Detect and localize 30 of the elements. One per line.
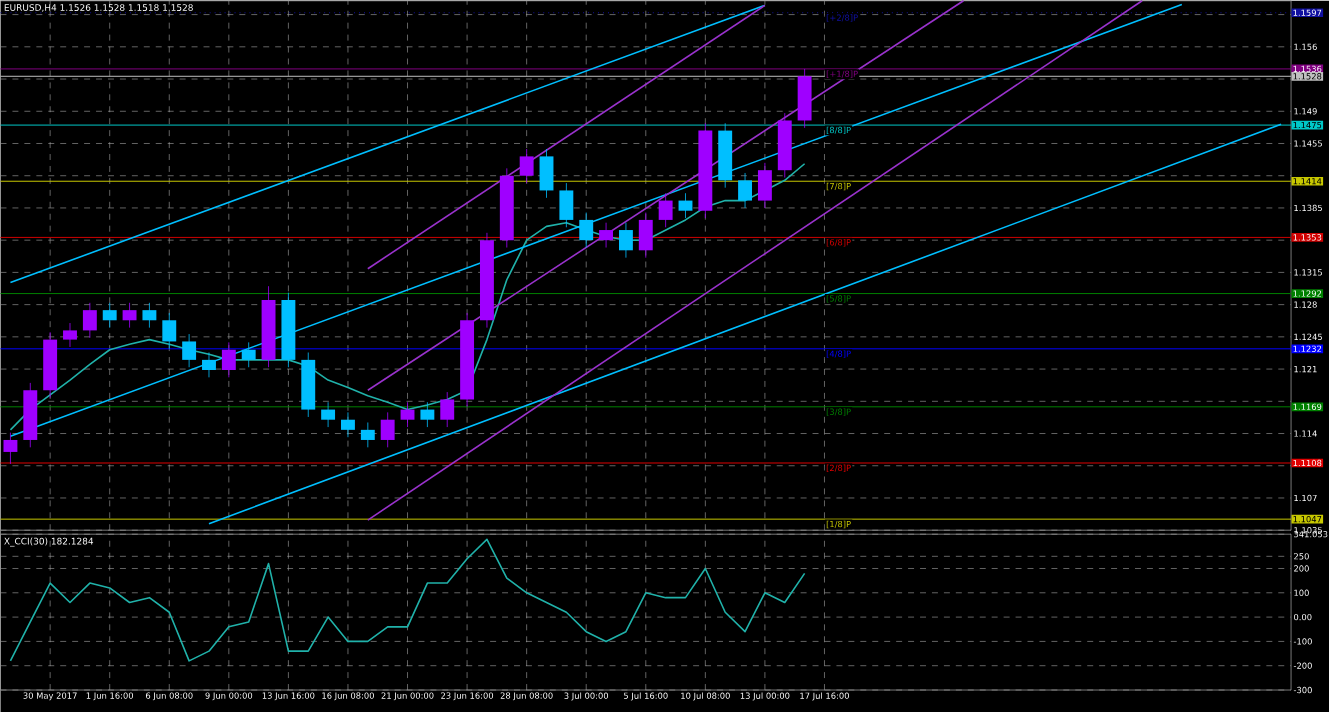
candlestick bbox=[241, 341, 256, 368]
candlestick bbox=[360, 422, 375, 448]
candlestick bbox=[82, 302, 97, 339]
candlestick bbox=[599, 222, 614, 248]
candlestick bbox=[559, 182, 574, 228]
candlestick bbox=[142, 302, 157, 329]
candlestick bbox=[519, 148, 534, 184]
candlestick bbox=[182, 333, 197, 368]
candlestick bbox=[420, 401, 435, 428]
candlestick bbox=[678, 192, 693, 219]
candlestick bbox=[738, 172, 753, 209]
candlestick bbox=[122, 302, 137, 329]
candlestick bbox=[400, 401, 415, 428]
candlestick bbox=[757, 162, 772, 209]
candlestick bbox=[380, 411, 395, 448]
candlestick bbox=[3, 432, 18, 465]
candlestick bbox=[162, 312, 177, 350]
candlestick bbox=[618, 222, 633, 259]
candlestick bbox=[102, 302, 117, 329]
candlestick bbox=[341, 411, 355, 438]
candlestick bbox=[440, 391, 455, 428]
candlestick bbox=[638, 212, 653, 259]
candlestick bbox=[63, 322, 77, 348]
candlestick bbox=[321, 401, 336, 428]
candlestick bbox=[221, 341, 236, 378]
candlestick bbox=[797, 68, 812, 129]
candlestick bbox=[579, 212, 594, 248]
candlestick bbox=[658, 192, 673, 228]
candlestick bbox=[539, 148, 554, 199]
candlestick bbox=[202, 352, 216, 378]
